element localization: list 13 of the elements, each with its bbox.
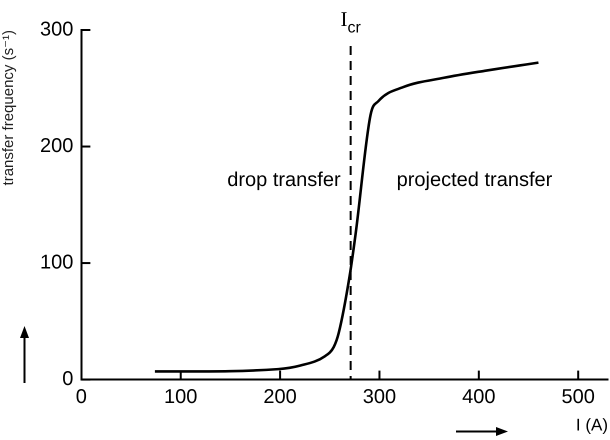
x-axis-title: I (A) (576, 415, 608, 434)
x-tick-label: 300 (362, 386, 396, 408)
y-tick-label: 300 (40, 18, 74, 41)
annotation: projected transfer (396, 168, 553, 191)
annotation: drop transfer (227, 168, 341, 191)
x-tick-label: 200 (263, 386, 297, 408)
y-axis-title: transfer frequency (s⁻¹) (0, 30, 18, 186)
x-tick-label: 500 (562, 386, 595, 408)
x-tick-label: 100 (164, 386, 198, 408)
y-tick-label: 200 (40, 135, 74, 158)
y-tick-label: 0 (62, 368, 74, 390)
x-tick-label: 400 (462, 386, 496, 408)
y-tick-label: 100 (40, 252, 74, 274)
